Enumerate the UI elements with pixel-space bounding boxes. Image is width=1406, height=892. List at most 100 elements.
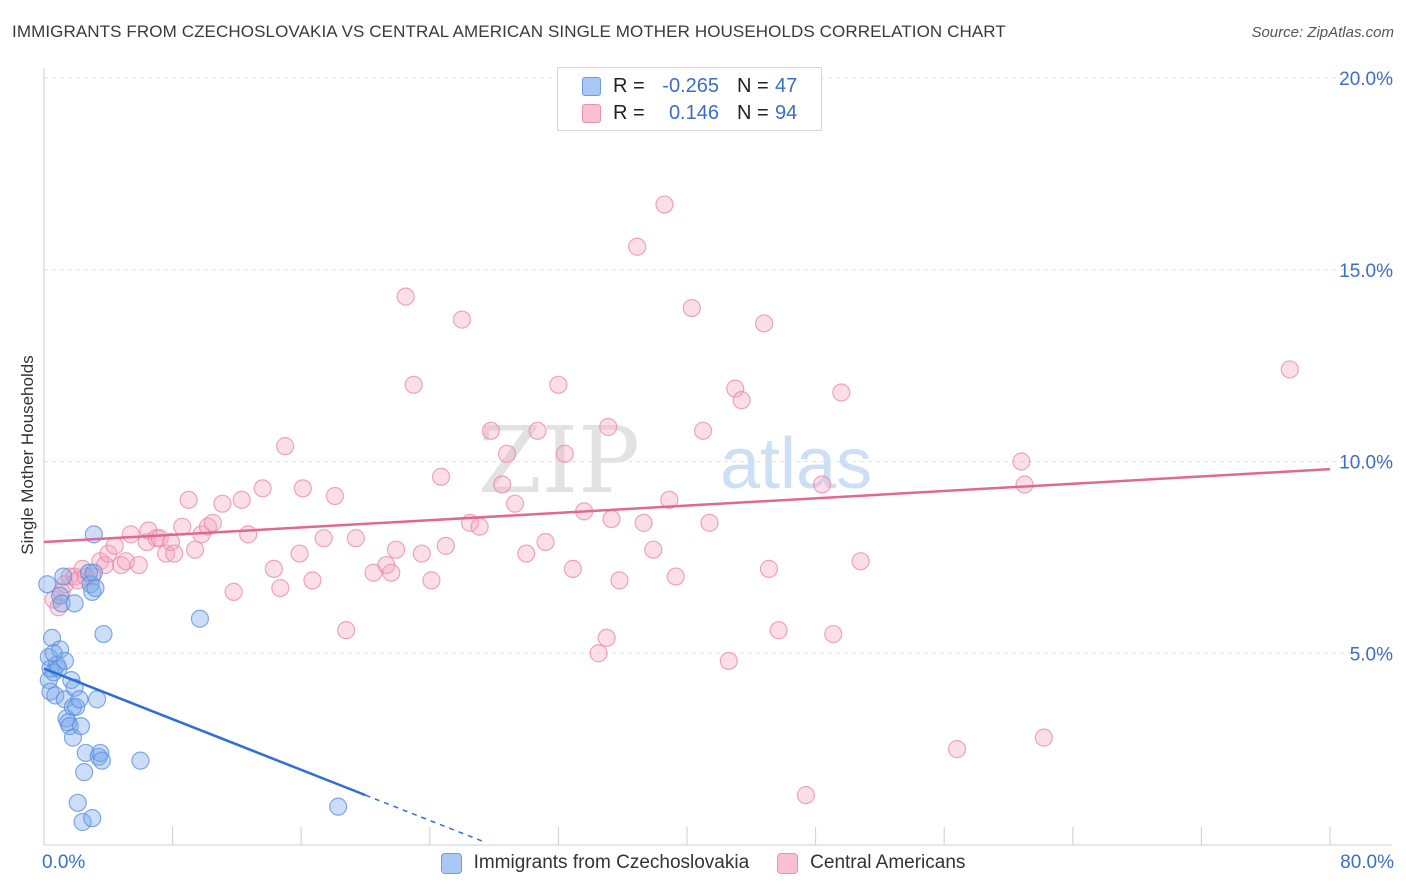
point-central-americans [769,621,788,640]
point-central-americans [759,559,779,578]
legend-item-czechoslovakia: Immigrants from Czechoslovakia [440,852,750,874]
point-central-americans [314,529,333,548]
point-czechoslovakia [87,690,107,709]
point-central-americans [150,529,169,548]
trend-line-central-americans [43,467,1331,544]
point-central-americans [239,525,258,544]
legend-swatch-pink [582,103,601,123]
point-czechoslovakia [68,793,87,812]
point-czechoslovakia [83,809,102,828]
gridlines [44,77,1392,654]
point-central-americans [1012,452,1031,471]
point-central-americans [563,559,582,578]
r-value: -0.265 [662,74,719,97]
point-central-americans [303,571,322,590]
x-tick-label-min: 0.0% [42,852,86,873]
n-value: 47 [775,74,798,97]
point-central-americans [253,479,272,498]
r-label: R = [613,74,645,97]
n-label: N = [737,101,769,124]
point-czechoslovakia [50,586,70,605]
point-central-americans [325,486,345,506]
point-central-americans [470,517,489,536]
legend-row-czechoslovakia: R = -0.265 N = 47 [582,74,797,98]
point-central-americans [666,567,685,586]
point-czechoslovakia [131,751,150,770]
point-central-americans [232,490,251,509]
legend-swatch-pink [777,852,799,874]
point-central-americans [497,444,517,463]
point-czechoslovakia [92,751,111,770]
point-czechoslovakia [38,575,57,594]
point-czechoslovakia [52,594,71,613]
point-central-americans [1034,728,1053,747]
point-central-americans [528,421,547,440]
point-central-americans [655,195,674,214]
point-central-americans [628,237,647,256]
point-central-americans [726,379,745,398]
legend-label: Immigrants from Czechoslovakia [473,852,750,873]
point-central-americans [179,490,198,509]
point-central-americans [382,563,401,582]
trend-lines [43,467,1331,844]
point-central-americans [264,559,283,578]
trend-line-czechoslovakia-extension [365,794,487,844]
point-central-americans [536,532,555,552]
point-czechoslovakia [73,812,92,832]
point-czechoslovakia [75,763,94,782]
point-czechoslovakia [94,624,113,644]
n-label: N = [737,74,769,97]
point-central-americans [700,513,719,532]
point-central-americans [271,578,290,598]
legend-item-central-americans: Central Americans [777,852,965,874]
point-central-americans [602,509,621,529]
point-central-americans [404,375,423,394]
point-czechoslovakia [44,644,63,663]
point-central-americans [812,475,832,494]
point-central-americans [290,544,309,563]
watermark-atlas: atlas [720,424,872,504]
point-czechoslovakia [79,563,99,582]
point-czechoslovakia [70,690,89,709]
point-central-americans [599,417,618,437]
legend-label: Central Americans [810,852,966,873]
point-central-americans [597,628,616,648]
point-central-americans [224,582,243,601]
data-points [38,195,1299,832]
point-central-americans [386,540,406,559]
point-central-americans [121,525,140,544]
point-central-americans [186,540,205,559]
axes [43,68,1392,846]
point-central-americans [276,437,295,456]
point-czechoslovakia [329,797,348,816]
point-czechoslovakia [54,567,73,586]
point-czechoslovakia [91,743,110,763]
point-central-americans [549,375,568,394]
point-central-americans [505,494,525,513]
legend-swatch-blue [582,76,601,96]
point-central-americans [481,421,500,440]
point-central-americans [213,494,232,513]
point-central-americans [693,421,713,440]
point-central-americans [165,544,184,563]
series-legend: Immigrants from Czechoslovakia Central A… [0,852,1406,874]
point-central-americans [1280,360,1299,379]
point-czechoslovakia [86,578,105,598]
correlation-legend: R = -0.265 N = 47 R = 0.146 N = 94 [557,67,822,131]
source-label: Source: ZipAtlas.com [1251,24,1394,41]
point-czechoslovakia [84,563,103,582]
point-central-americans [337,621,356,640]
point-czechoslovakia [71,717,91,736]
point-central-americans [755,314,774,333]
point-central-americans [555,444,574,463]
point-central-americans [436,536,455,555]
point-central-americans [431,467,451,486]
point-central-americans [161,532,181,552]
point-central-americans [824,624,843,644]
point-central-americans [293,479,312,498]
point-central-americans [422,571,441,590]
point-central-americans [346,529,365,548]
point-central-americans [660,490,679,509]
y-tick-label: 10.0% [1339,453,1393,474]
